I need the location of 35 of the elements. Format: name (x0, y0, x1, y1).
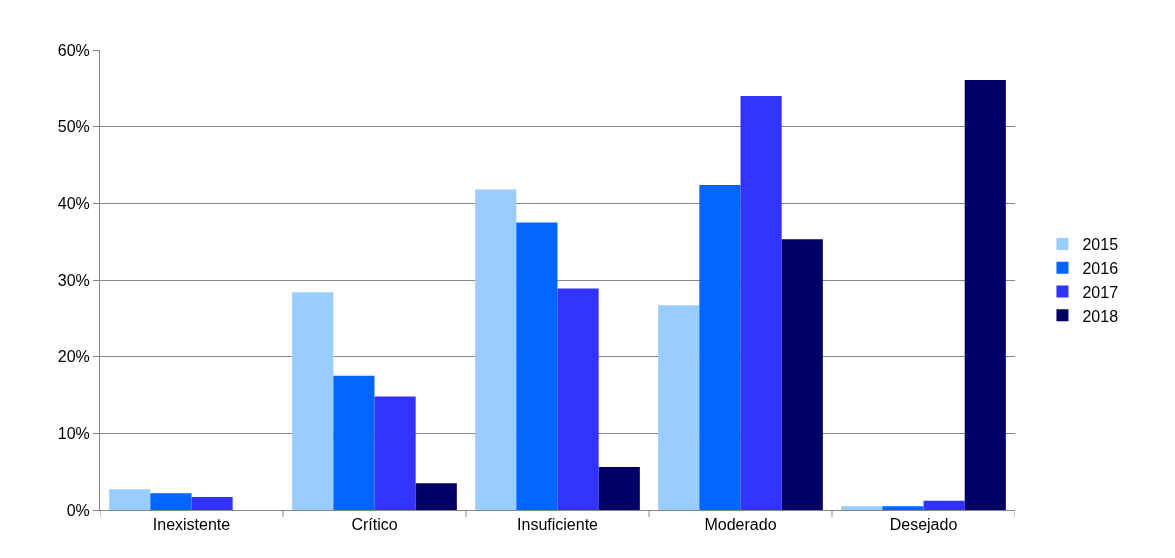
y-tick-label: 40% (57, 194, 90, 212)
bar (740, 96, 782, 510)
y-tick-label: 20% (57, 348, 90, 366)
bar (109, 489, 151, 510)
y-tick-label: 50% (57, 118, 90, 136)
bar (923, 500, 965, 510)
legend-label: 2017 (1082, 283, 1119, 301)
legend-label: 2018 (1082, 307, 1119, 325)
bar (841, 506, 883, 510)
bar (150, 493, 192, 510)
bar (475, 189, 517, 510)
y-tick-label: 60% (57, 41, 90, 59)
bar (292, 292, 334, 510)
legend-label: 2015 (1082, 236, 1119, 254)
bar (882, 506, 924, 510)
bar (333, 375, 375, 510)
bar (699, 184, 741, 510)
bar (516, 222, 558, 510)
bar (964, 79, 1006, 510)
bar (658, 305, 700, 510)
bar (191, 496, 233, 510)
x-tick-label: Insuficiente (517, 516, 599, 534)
bar (415, 483, 457, 510)
x-tick-label: Moderado (704, 516, 777, 534)
legend-label: 2016 (1082, 259, 1119, 277)
bar (598, 467, 640, 510)
y-tick-label: 10% (57, 424, 90, 442)
x-tick-label: Desejado (889, 516, 958, 534)
y-tick-label: 30% (57, 271, 90, 289)
x-tick-label: Inexistente (152, 516, 231, 534)
bar (557, 288, 599, 510)
bar (781, 239, 823, 510)
x-tick-label: Crítico (351, 516, 398, 534)
y-tick-label: 0% (66, 501, 90, 519)
bar (374, 396, 416, 510)
